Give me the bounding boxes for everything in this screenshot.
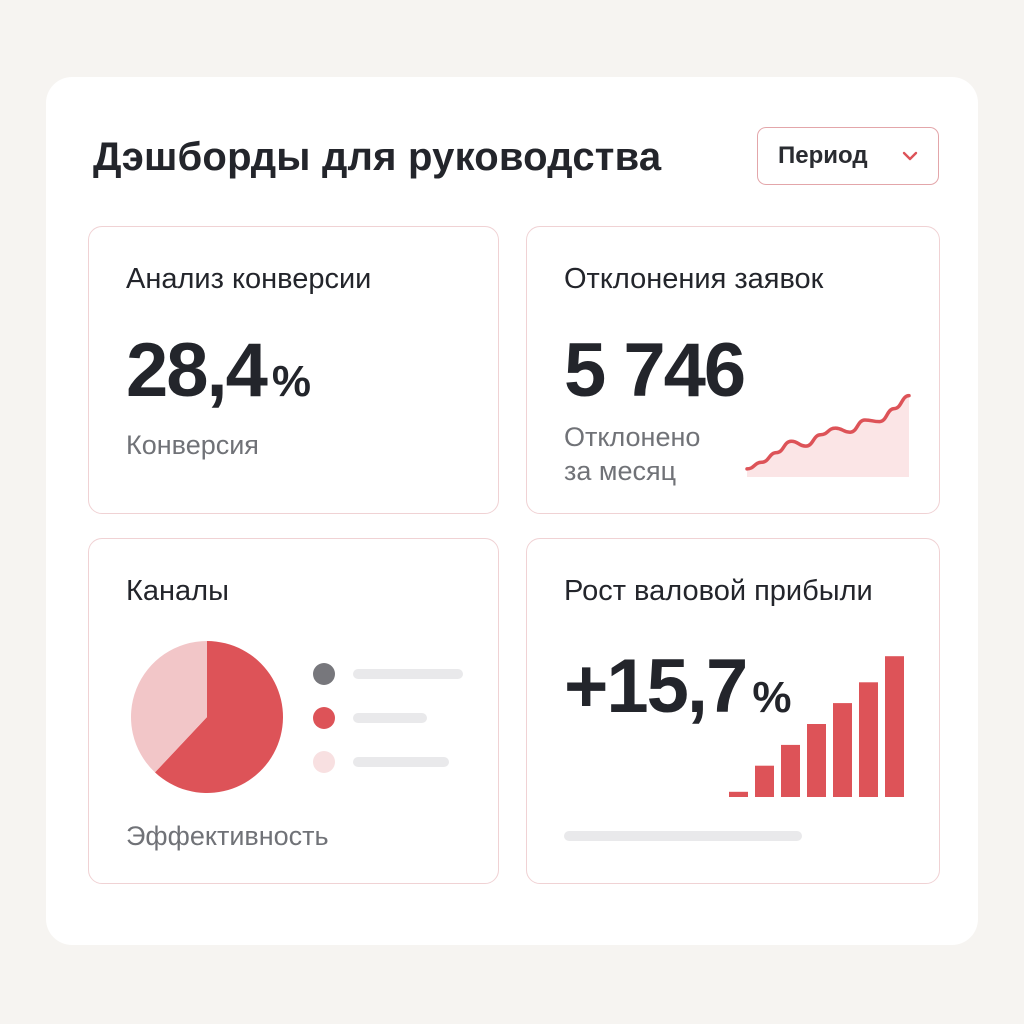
legend-placeholder-line	[353, 713, 427, 723]
channels-caption: Эффективность	[126, 821, 329, 851]
rejections-value-group: 5 746	[564, 327, 746, 414]
area-fill	[747, 395, 909, 477]
pie-slice	[130, 641, 207, 773]
legend-item	[313, 706, 427, 730]
rejections-value: 5 746	[564, 328, 746, 413]
gross-profit-value: +15,7	[564, 644, 748, 729]
chevron-down-icon	[902, 151, 918, 161]
rejections-caption-line1: Отклонено	[564, 422, 701, 452]
channels-title: Каналы	[126, 575, 229, 607]
area-line	[745, 393, 911, 471]
gross-profit-title: Рост валовой прибыли	[564, 575, 873, 607]
legend-placeholder-line	[353, 757, 449, 767]
rejections-caption-line2: за месяц	[564, 456, 677, 486]
channels-card[interactable]: Каналы Эффективность	[88, 538, 499, 884]
gross-profit-bar-chart	[729, 656, 904, 797]
bar	[807, 724, 826, 797]
bar	[781, 744, 800, 797]
gross-profit-card[interactable]: Рост валовой прибыли +15,7%	[526, 538, 940, 884]
conversion-caption: Конверсия	[126, 430, 259, 460]
bar	[729, 791, 748, 797]
pie-slice	[154, 641, 283, 793]
rejections-card[interactable]: Отклонения заявок 5 746 Отклонено за мес…	[526, 226, 940, 514]
bar	[755, 765, 774, 797]
conversion-value: 28,4	[126, 328, 268, 413]
rejections-area-chart	[745, 393, 911, 477]
legend-dot-gray	[313, 663, 335, 685]
placeholder-progress-line	[564, 831, 802, 841]
page-title: Дэшборды для руководства	[93, 135, 662, 179]
period-dropdown[interactable]: Период	[757, 127, 939, 185]
period-label: Период	[778, 142, 868, 169]
conversion-title: Анализ конверсии	[126, 263, 372, 295]
conversion-unit: %	[271, 357, 312, 406]
legend-item	[313, 662, 463, 686]
conversion-value-group: 28,4%	[126, 327, 311, 414]
legend-dot-red	[313, 707, 335, 729]
gross-profit-value-group: +15,7%	[564, 643, 791, 730]
channels-pie-chart	[130, 641, 283, 793]
legend-item	[313, 750, 449, 774]
conversion-card[interactable]: Анализ конверсии 28,4% Конверсия	[88, 226, 499, 514]
bar	[885, 656, 904, 797]
gross-profit-unit: %	[752, 673, 792, 722]
bar	[833, 703, 852, 797]
bar	[859, 682, 878, 797]
legend-placeholder-line	[353, 669, 463, 679]
legend-dot-pink	[313, 751, 335, 773]
rejections-title: Отклонения заявок	[564, 263, 824, 295]
rejections-caption: Отклонено за месяц	[564, 420, 700, 488]
dashboard-panel: Дэшборды для руководства Период Анализ к…	[46, 77, 978, 945]
